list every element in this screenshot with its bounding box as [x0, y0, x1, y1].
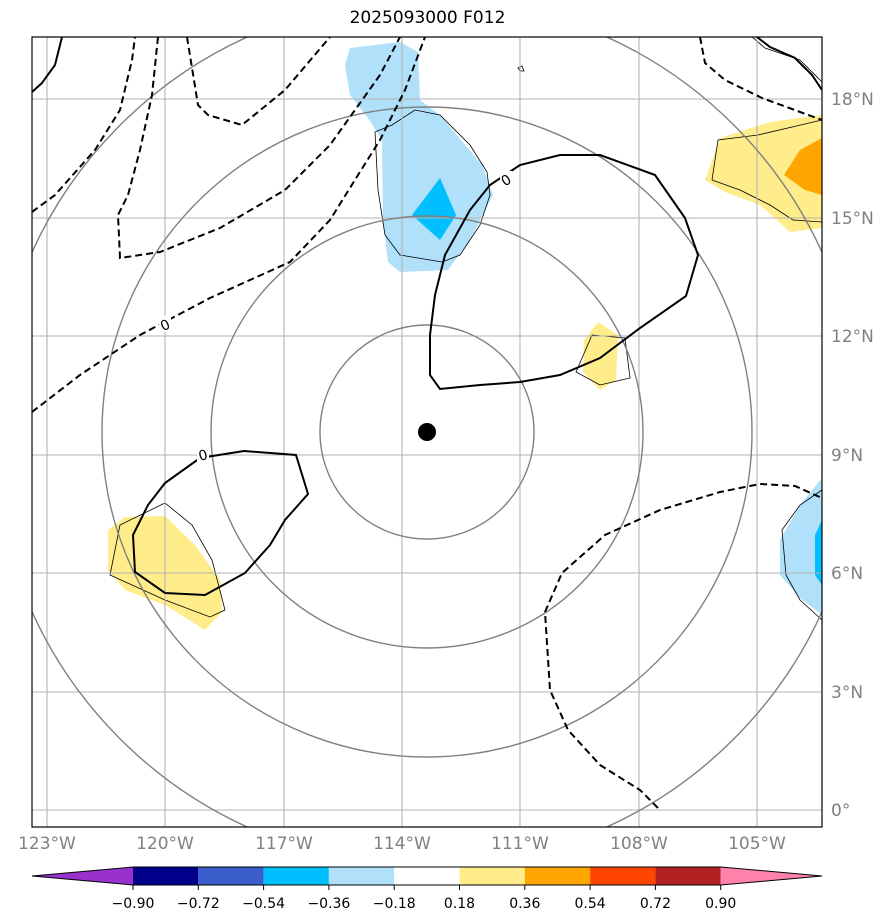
negative-shading-north [345, 42, 493, 272]
lat-label: 0° [831, 801, 850, 821]
thin-contour-layer [109, 37, 822, 621]
solid-contour-east-loop [429, 154, 700, 391]
lat-label: 12°N [831, 327, 874, 347]
solid-contour-northeast-corner [756, 37, 822, 91]
colorbar-bin [198, 867, 264, 885]
lat-label: 3°N [831, 683, 863, 703]
dashed-contour-b [116, 37, 401, 260]
solid-contour-north-tip [32, 37, 63, 93]
lon-label: 114°W [373, 834, 431, 854]
lon-label: 105°W [728, 834, 786, 854]
colorbar-bin [590, 867, 656, 885]
colorbar-tick-label: −0.36 [307, 896, 350, 912]
colorbar-bin [459, 867, 525, 885]
colorbar-tick-label: −0.90 [112, 896, 155, 912]
storm-center-dot [418, 423, 436, 441]
positive-shading-northeast-core [784, 138, 822, 195]
lat-label: 15°N [831, 209, 874, 229]
lon-label: 111°W [491, 834, 549, 854]
lon-label: 108°W [610, 834, 668, 854]
map-frame [31, 36, 823, 828]
longitude-labels: 123°W 120°W 117°W 114°W 111°W 108°W 105°… [18, 834, 786, 854]
dashed-contour-a [32, 37, 136, 213]
lon-label: 117°W [255, 834, 313, 854]
thin-contour-central [575, 334, 631, 386]
range-ring-1 [319, 324, 535, 540]
colorbar-bin [328, 867, 395, 885]
positive-shading-central [583, 322, 618, 390]
colorbar-bin [524, 867, 591, 885]
colorbar-tick-label: 0.18 [444, 896, 475, 912]
thin-contour-northeast [711, 119, 822, 223]
lat-label: 9°N [831, 446, 863, 466]
colorbar-bin [133, 867, 199, 885]
colorbar-bin [263, 867, 329, 885]
colorbar-tick-label: 0.72 [640, 896, 671, 912]
colorbar-ticks [132, 885, 722, 890]
dashed-contour-d [32, 37, 426, 413]
range-ring-3 [101, 106, 753, 758]
negative-shading-east-core [815, 520, 822, 585]
positive-shading-northeast [705, 115, 822, 232]
dashed-contour-e [699, 37, 822, 121]
colorbar-tick-label: −0.72 [177, 896, 220, 912]
colorbar-tick-label: −0.54 [242, 896, 285, 912]
map-title: 2025093000 F012 [349, 8, 506, 28]
dashed-contour-layer [32, 37, 822, 809]
colorbar-bin [655, 867, 721, 885]
lat-label: 18°N [831, 90, 874, 110]
contour-label-southwest: 0 [197, 447, 210, 465]
contour-labels: 0 0 0 [158, 171, 514, 465]
solid-contour-west-loop [131, 449, 310, 597]
colorbar-bin [394, 867, 460, 885]
graticule [32, 37, 822, 827]
colorbar: −0.90 −0.72 −0.54 −0.36 −0.18 0.18 0.36 … [31, 866, 823, 912]
thin-contour-north [374, 109, 491, 263]
range-rings [32, 37, 822, 827]
negative-shading-north-core [412, 178, 456, 240]
range-ring-2 [210, 215, 644, 649]
lat-label: 6°N [831, 564, 863, 584]
thin-contour-east [781, 489, 822, 621]
colorbar-under-arrow [32, 867, 133, 885]
colorbar-tick-label: −0.18 [373, 896, 416, 912]
thin-contour-speck [517, 65, 525, 72]
lon-label: 123°W [18, 834, 76, 854]
dashed-contour-c [186, 37, 331, 127]
negative-shading-east [780, 478, 822, 615]
solid-contour-layer [32, 37, 822, 597]
colorbar-tick-label: 0.54 [575, 896, 606, 912]
contour-label-north: 0 [499, 172, 515, 190]
colorbar-tick-label: 0.90 [705, 896, 736, 912]
thin-contour-southwest [109, 502, 226, 618]
colorbar-over-arrow [720, 867, 822, 885]
lon-label: 120°W [136, 834, 194, 854]
dashed-contour-f [543, 482, 822, 809]
colorbar-tick-label: 0.36 [509, 896, 540, 912]
latitude-labels: 18°N 15°N 12°N 9°N 6°N 3°N 0° [831, 90, 874, 821]
thin-contour-northeast-corner [751, 37, 822, 83]
